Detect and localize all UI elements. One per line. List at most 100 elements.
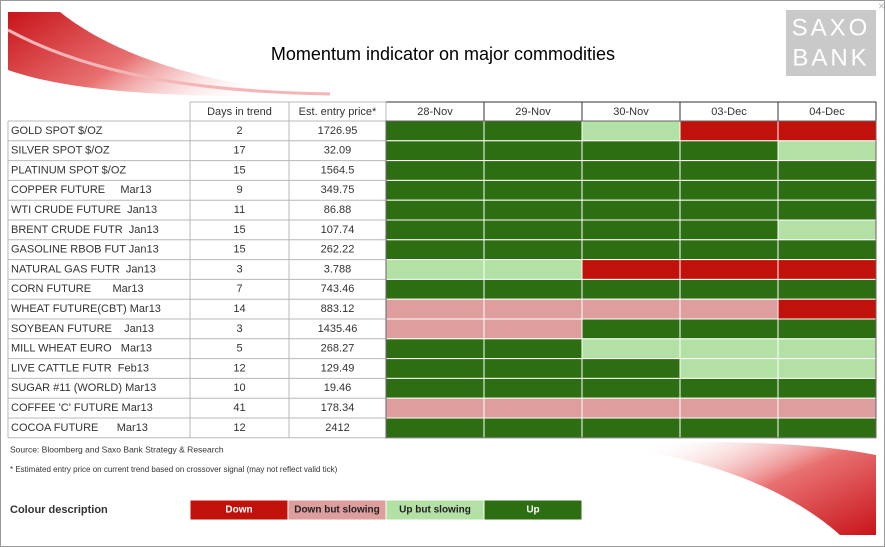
commodity-name: SOYBEAN FUTURE Jan13	[11, 323, 154, 335]
trend-cell	[385, 239, 485, 261]
days-in-trend: 12	[233, 422, 245, 434]
entry-price: 2412	[325, 422, 349, 434]
trend-cell	[679, 239, 779, 261]
date-header: 30-Nov	[613, 106, 649, 118]
trend-cell	[483, 377, 583, 399]
swoosh	[8, 12, 340, 97]
days-in-trend: 2	[236, 125, 242, 137]
trend-cell	[483, 278, 583, 300]
close-icon[interactable]: ×	[878, 0, 885, 13]
trend-cell	[777, 120, 877, 142]
entry-price: 19.46	[324, 382, 352, 394]
trend-cell	[777, 199, 877, 221]
source: Source: Bloomberg and Saxo Bank Strategy…	[10, 444, 224, 454]
trend-cell	[483, 358, 583, 379]
trend-cell	[385, 179, 485, 201]
days-in-trend: 11	[234, 204, 245, 216]
trend-cell	[777, 259, 877, 280]
trend-cell	[581, 318, 681, 340]
trend-cell	[385, 278, 485, 300]
swoosh	[590, 442, 876, 535]
trend-cell	[777, 338, 877, 360]
days-in-trend: 15	[233, 164, 245, 176]
entry-price: 32.09	[324, 145, 352, 157]
column-header: Days in trend	[207, 106, 272, 118]
logo: BANK	[792, 44, 869, 71]
grid-outline	[385, 120, 877, 439]
commodity-name: NATURAL GAS FUTR Jan13	[11, 263, 156, 275]
trend-cell	[385, 259, 485, 280]
trend-cell	[679, 417, 779, 439]
date-header: 04-Dec	[809, 106, 845, 118]
date-header: 29-Nov	[515, 106, 551, 118]
trend-cell	[679, 278, 779, 300]
days-in-trend: 9	[236, 184, 242, 196]
commodity-name: COCOA FUTURE Mar13	[11, 422, 148, 434]
trend-cell	[581, 120, 681, 142]
trend-cell	[679, 397, 779, 419]
trend-cell	[581, 259, 681, 280]
days-in-trend: 3	[236, 323, 242, 335]
days-in-trend: 5	[236, 343, 242, 355]
days-in-trend: 12	[233, 362, 245, 374]
trend-cell	[777, 219, 877, 241]
trend-cell	[679, 259, 779, 280]
trend-cell	[581, 298, 681, 320]
trend-cell	[385, 417, 485, 439]
trend-cell	[483, 239, 583, 261]
trend-cell	[679, 199, 779, 221]
trend-cell	[483, 179, 583, 201]
title: Momentum indicator on major commodities	[271, 44, 615, 64]
days-in-trend: 15	[233, 244, 245, 256]
entry-price: 3.788	[324, 263, 352, 275]
trend-cell	[777, 298, 877, 320]
legend-title: Colour description	[10, 504, 108, 516]
trend-cell	[679, 318, 779, 340]
trend-cell	[777, 179, 877, 201]
entry-price: 129.49	[321, 362, 355, 374]
commodity-name: SUGAR #11 (WORLD) Mar13	[11, 382, 156, 394]
trend-cell	[385, 120, 485, 142]
trend-cell	[679, 358, 779, 379]
trend-cell	[483, 338, 583, 360]
trend-cell	[483, 259, 583, 280]
trend-cell	[385, 199, 485, 221]
trend-cell	[581, 239, 681, 261]
logo: SAXO	[792, 14, 871, 41]
legend-swatch	[483, 499, 583, 521]
trend-cell	[581, 199, 681, 221]
days-in-trend: 17	[233, 145, 245, 157]
trend-cell	[679, 179, 779, 201]
legend-label: Up	[526, 505, 539, 516]
entry-price: 883.12	[321, 303, 355, 315]
entry-price: 349.75	[321, 184, 355, 196]
days-in-trend: 7	[236, 283, 242, 295]
commodity-name: PLATINUM SPOT $/OZ	[11, 164, 126, 176]
commodity-name: MILL WHEAT EURO Mar13	[11, 343, 152, 355]
trend-cell	[777, 358, 877, 379]
commodity-name: LIVE CATTLE FUTR Feb13	[11, 362, 149, 374]
trend-cell	[483, 298, 583, 320]
entry-price: 178.34	[321, 402, 355, 414]
trend-cell	[679, 377, 779, 399]
days-in-trend: 15	[233, 224, 245, 236]
trend-cell	[581, 278, 681, 300]
commodity-name: GOLD SPOT $/OZ	[11, 125, 103, 137]
trend-cell	[679, 160, 779, 181]
trend-cell	[777, 397, 877, 419]
trend-cell	[777, 239, 877, 261]
logo-box	[786, 10, 876, 76]
column-header: Est. entry price*	[299, 106, 377, 118]
entry-price: 1726.95	[318, 125, 358, 137]
days-in-trend: 3	[236, 263, 242, 275]
trend-cell	[679, 338, 779, 360]
trend-cell	[385, 160, 485, 181]
trend-cell	[581, 417, 681, 439]
entry-price: 1435.46	[318, 323, 358, 335]
entry-price: 107.74	[321, 224, 355, 236]
trend-cell	[385, 298, 485, 320]
trend-cell	[483, 397, 583, 419]
trend-cell	[385, 377, 485, 399]
date-header: 28-Nov	[417, 106, 453, 118]
trend-cell	[679, 120, 779, 142]
